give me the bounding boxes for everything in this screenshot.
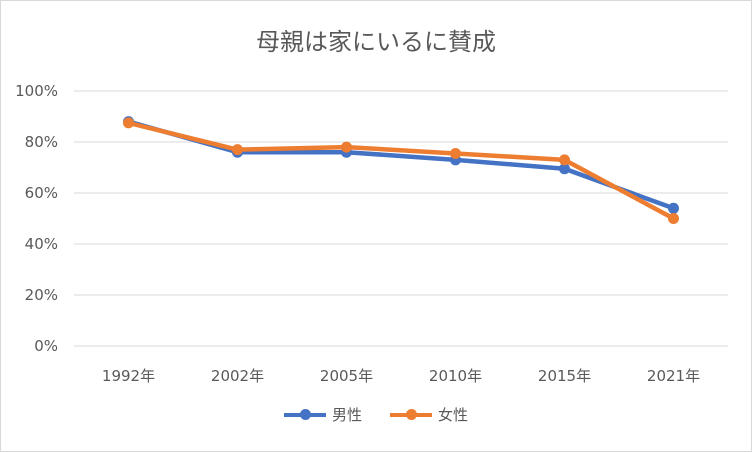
- chart-title: 母親は家にいるに賛成: [256, 28, 496, 56]
- legend: 男性 女性: [0, 404, 752, 425]
- y-tick-label: 100%: [15, 82, 58, 100]
- y-tick-label: 60%: [25, 184, 58, 202]
- legend-label-female: 女性: [438, 406, 469, 424]
- legend-swatch-female: [390, 408, 432, 420]
- y-tick-label: 0%: [34, 337, 58, 355]
- series-male: [123, 116, 679, 214]
- y-tick-label: 80%: [25, 133, 58, 151]
- legend-item-male: 男性: [283, 404, 362, 425]
- data-point: [668, 213, 679, 224]
- y-tick-label: 20%: [25, 286, 58, 304]
- x-tick-label: 2015年: [538, 367, 591, 385]
- legend-marker-male: [299, 408, 311, 420]
- data-point: [450, 147, 461, 159]
- gridlines: [74, 90, 728, 347]
- series-group: [123, 116, 679, 224]
- data-point: [668, 202, 679, 214]
- legend-item-female: 女性: [390, 404, 468, 425]
- series-line: [126, 120, 676, 221]
- data-point: [123, 117, 134, 129]
- series-line: [126, 119, 676, 211]
- data-point: [232, 144, 243, 156]
- x-tick-label: 2021年: [647, 367, 700, 385]
- x-tick-label: 2002年: [211, 367, 264, 385]
- y-tick-label: 40%: [25, 235, 58, 253]
- legend-marker-female: [406, 408, 417, 420]
- x-axis-ticks: 1992年 2002年 2005年 2010年 2015年 2021年: [102, 367, 700, 385]
- x-tick-label: 2005年: [320, 367, 373, 385]
- data-point: [559, 163, 570, 175]
- legend-label-male: 男性: [331, 406, 362, 424]
- data-point: [341, 141, 352, 153]
- data-point: [559, 154, 570, 166]
- series-female: [123, 117, 679, 224]
- x-tick-label: 2010年: [429, 367, 482, 385]
- legend-swatch-male: [283, 408, 326, 420]
- x-tick-label: 1992年: [102, 367, 155, 385]
- y-axis-ticks: 0% 20% 40% 60% 80% 100%: [15, 82, 58, 355]
